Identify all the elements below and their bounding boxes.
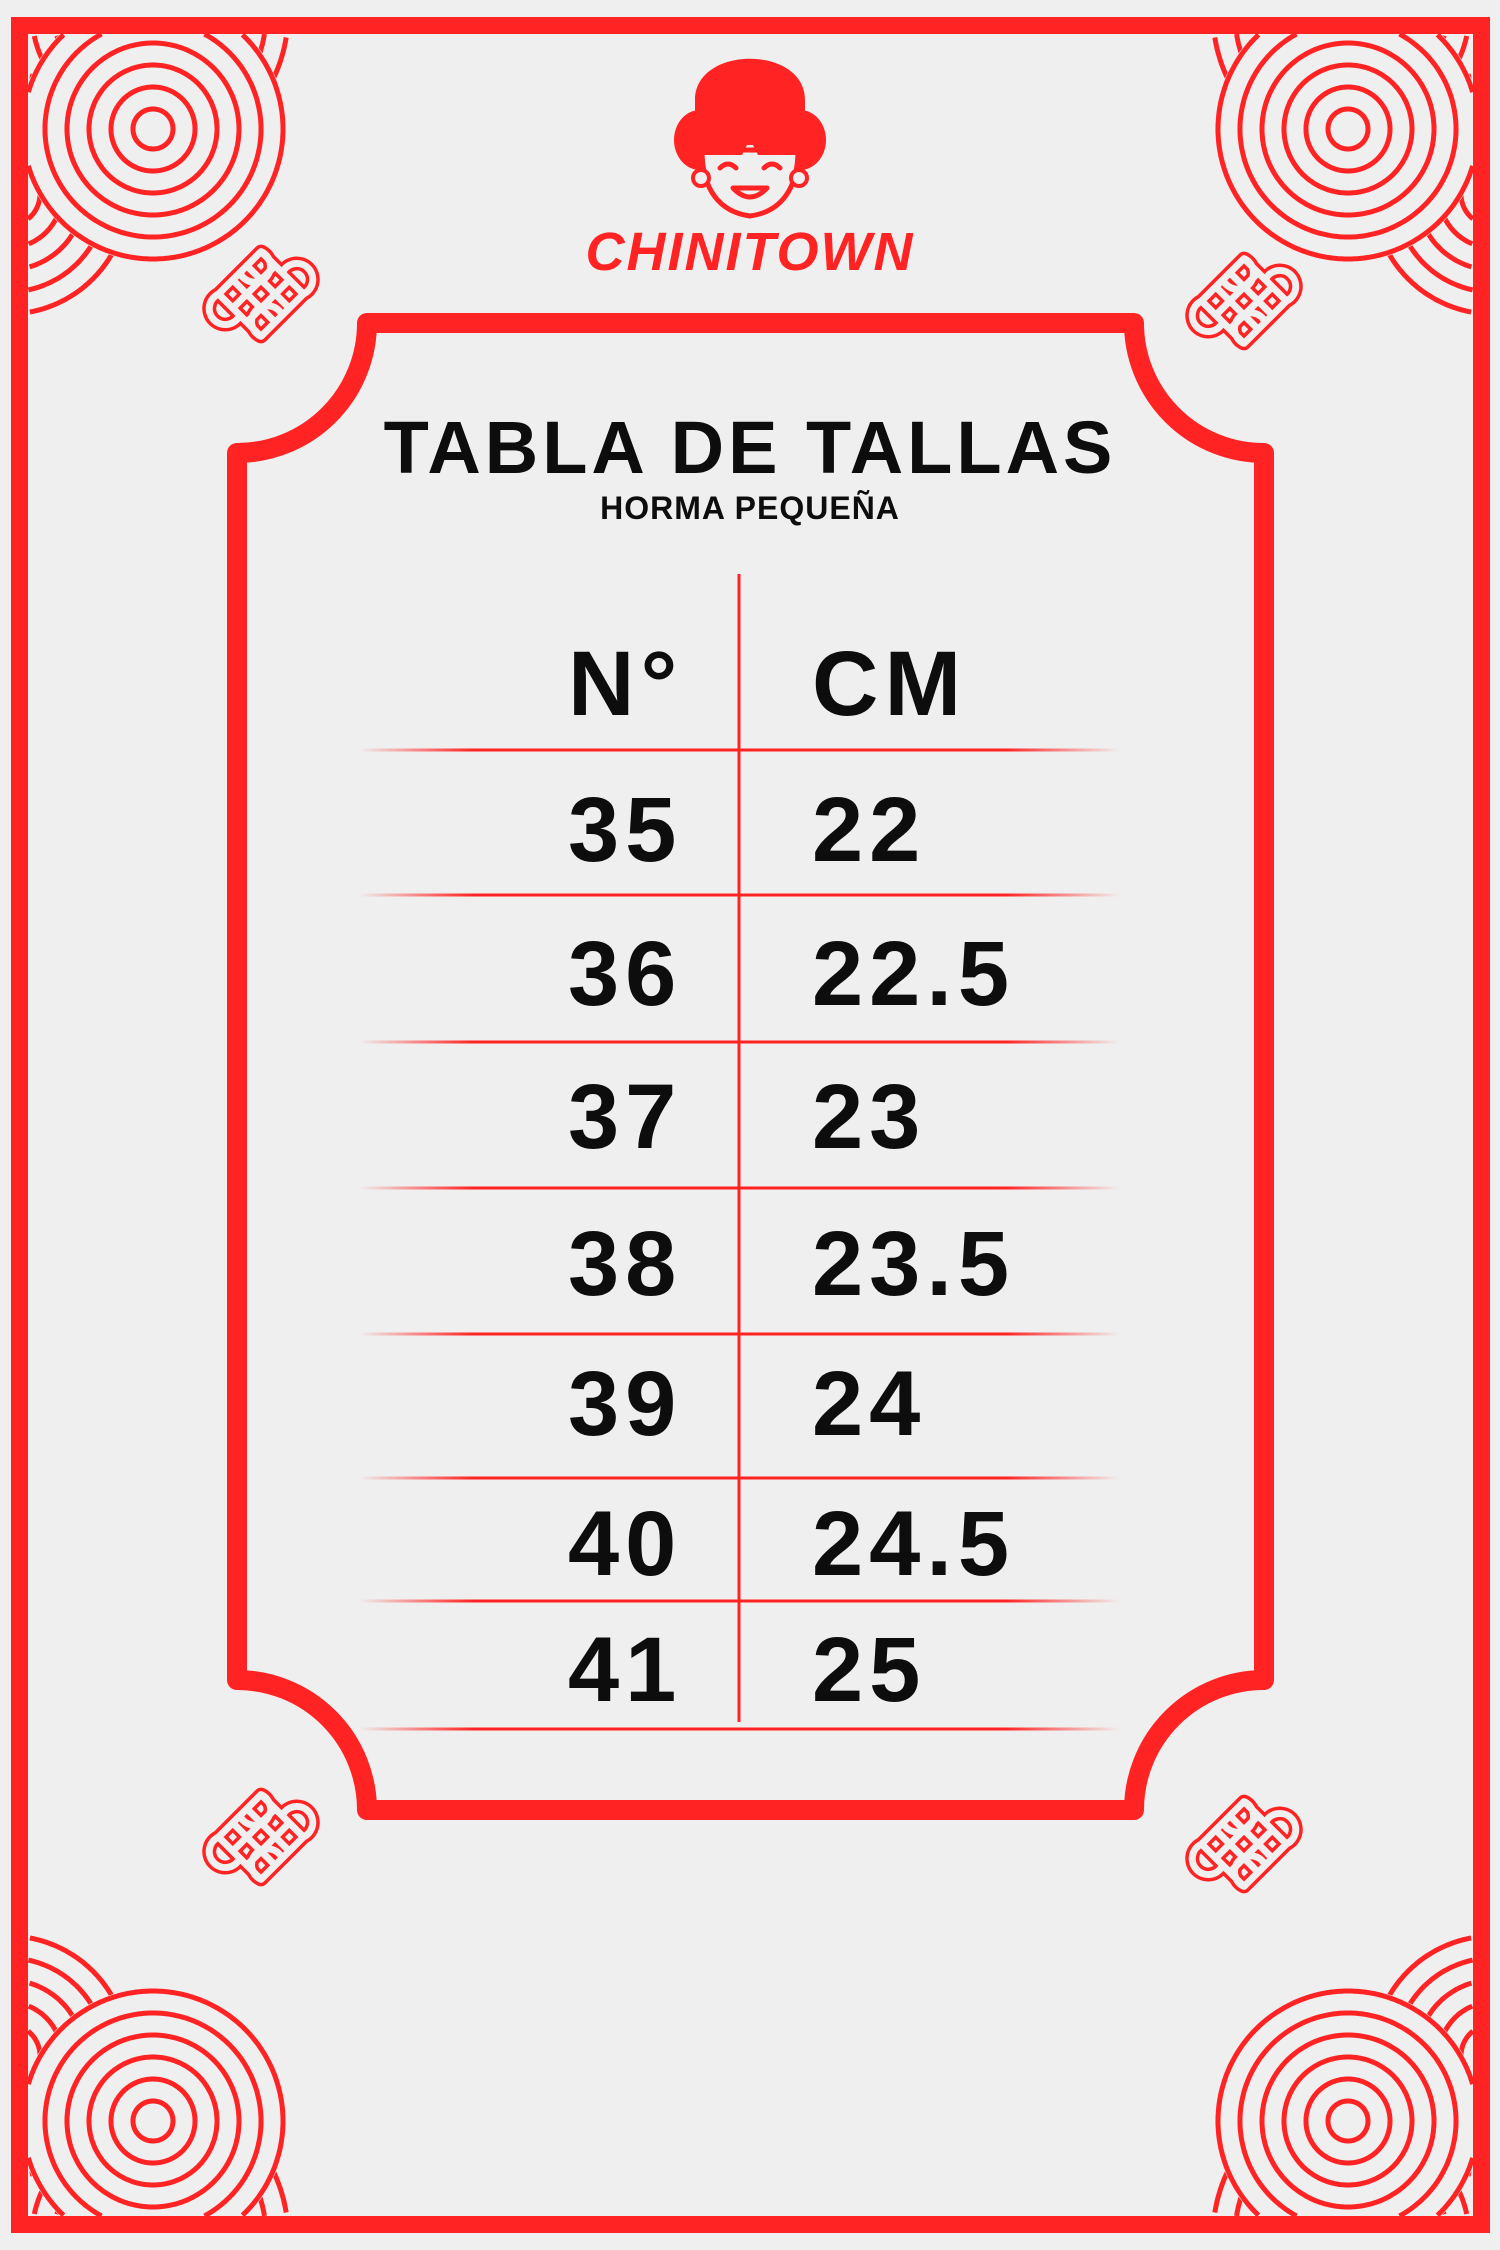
size-number: 36 <box>568 923 683 1025</box>
endless-knot-icon <box>1185 251 1303 351</box>
brand-logo-text: CHINITOWN <box>585 222 915 282</box>
size-number: 40 <box>568 1493 683 1595</box>
wave-corner-icon <box>1210 31 1475 317</box>
page-title: TABLA DE TALLAS <box>383 406 1117 489</box>
wave-corner-icon <box>1210 1933 1475 2219</box>
size-cm: 23 <box>812 1066 927 1168</box>
logo-face-icon <box>674 58 826 219</box>
size-number: 38 <box>568 1213 683 1315</box>
size-cm: 23.5 <box>812 1213 1016 1315</box>
wave-corner-icon <box>26 31 291 317</box>
header-cm: CM <box>812 633 968 735</box>
endless-knot-icon <box>202 244 320 344</box>
size-number: 39 <box>568 1353 683 1455</box>
size-number: 41 <box>568 1619 683 1721</box>
inner-frame <box>227 313 1274 1820</box>
size-cm: 22 <box>812 779 927 881</box>
size-number: 35 <box>568 779 683 881</box>
size-cm: 22.5 <box>812 923 1016 1025</box>
row-divider <box>359 1727 1119 1731</box>
size-cm: 24.5 <box>812 1493 1016 1595</box>
size-number: 37 <box>568 1066 683 1168</box>
wave-corner-icon <box>26 1933 291 2219</box>
size-cm: 25 <box>812 1619 927 1721</box>
size-cm: 24 <box>812 1353 927 1455</box>
endless-knot-icon <box>1185 1794 1303 1894</box>
outer-border <box>11 17 1490 2233</box>
page-subtitle: HORMA PEQUEÑA <box>600 490 900 526</box>
header-size: N° <box>568 633 684 735</box>
endless-knot-icon <box>202 1787 320 1887</box>
